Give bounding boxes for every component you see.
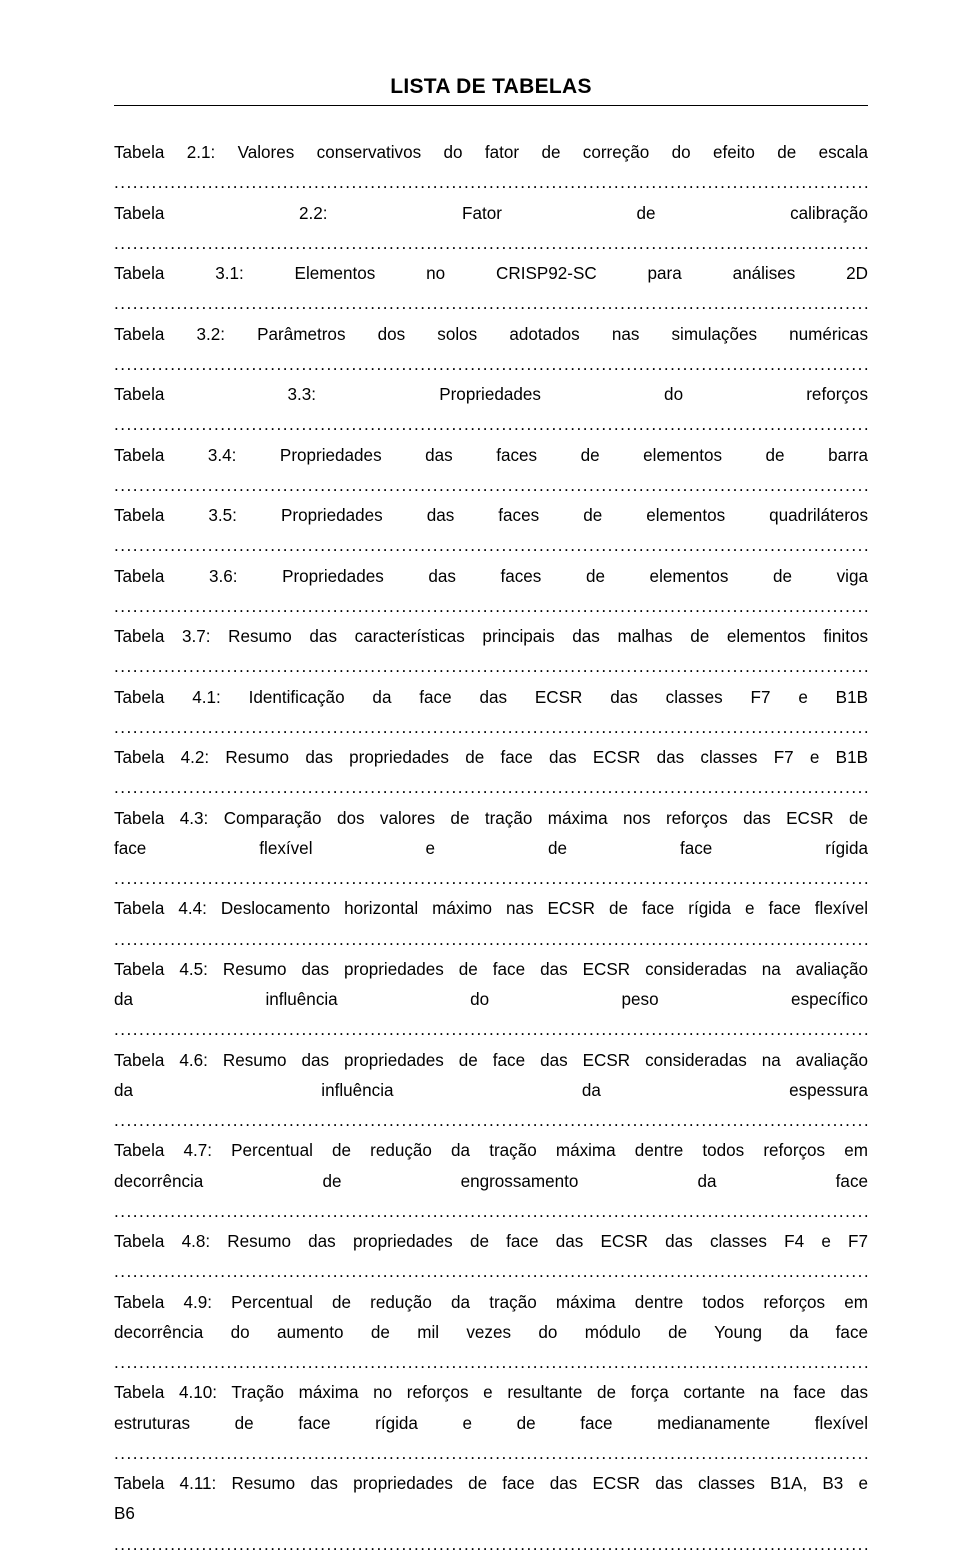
toc-entry: Tabela 2.2: Fator de calibração ........… (114, 199, 868, 260)
toc-dot-leader: ........................................… (114, 1535, 868, 1554)
toc-entry-label: Tabela 3.3: Propriedades do reforços (114, 385, 868, 404)
toc-entry-label: Tabela 4.2: Resumo das propriedades de f… (114, 748, 868, 767)
toc-entry-label: face flexível e de face rígida (114, 839, 868, 858)
toc-entry-label: Tabela 3.5: Propriedades das faces de el… (114, 506, 868, 525)
toc-entry: Tabela 4.1: Identificação da face das EC… (114, 683, 868, 744)
toc-entry: Tabela 3.3: Propriedades do reforços ...… (114, 380, 868, 441)
toc-entry: Tabela 4.11: Resumo das propriedades de … (114, 1469, 868, 1560)
toc-entry: Tabela 4.9: Percentual de redução da tra… (114, 1288, 868, 1379)
toc-entry: Tabela 4.4: Deslocamento horizontal máxi… (114, 894, 868, 955)
toc-entry: Tabela 4.8: Resumo das propriedades de f… (114, 1227, 868, 1288)
toc-entry: Tabela 3.5: Propriedades das faces de el… (114, 501, 868, 562)
toc-entry-label: Tabela 4.10: Tração máxima no reforços e… (114, 1378, 868, 1408)
toc-entry-label: estruturas de face rígida e de face medi… (114, 1414, 868, 1433)
toc-entry-label: Tabela 2.2: Fator de calibração (114, 204, 868, 223)
toc-entry-label: Tabela 4.8: Resumo das propriedades de f… (114, 1232, 868, 1251)
toc-entry-label: decorrência de engrossamento da face (114, 1172, 868, 1191)
toc-entry-label: Tabela 4.5: Resumo das propriedades de f… (114, 955, 868, 985)
page: LISTA DE TABELAS Tabela 2.1: Valores con… (0, 0, 960, 1358)
toc-dot-leader: ........................................… (114, 234, 868, 253)
toc-dot-leader: ........................................… (114, 1111, 868, 1130)
toc-entry-label: Tabela 2.1: Valores conservativos do fat… (114, 143, 868, 162)
toc-entry-label: B6 (114, 1504, 135, 1523)
toc-entry: Tabela 4.10: Tração máxima no reforços e… (114, 1378, 868, 1469)
toc-dot-leader: ........................................… (114, 173, 868, 192)
toc-entry: Tabela 3.7: Resumo das características p… (114, 622, 868, 683)
toc-entry-label: Tabela 3.1: Elementos no CRISP92-SC para… (114, 264, 868, 283)
toc-entry: Tabela 4.2: Resumo das propriedades de f… (114, 743, 868, 804)
toc-entry-label: da influência do peso específico (114, 990, 868, 1009)
toc-entry: Tabela 3.1: Elementos no CRISP92-SC para… (114, 259, 868, 320)
toc-dot-leader: ........................................… (114, 718, 868, 737)
toc-entry: Tabela 4.7: Percentual de redução da tra… (114, 1136, 868, 1227)
toc-dot-leader: ........................................… (114, 869, 868, 888)
toc-entry-label: Tabela 3.2: Parâmetros dos solos adotado… (114, 325, 868, 344)
toc-dot-leader: ........................................… (114, 1353, 868, 1372)
toc-entry: Tabela 4.6: Resumo das propriedades de f… (114, 1046, 868, 1137)
toc-entry-label: Tabela 4.1: Identificação da face das EC… (114, 688, 868, 707)
toc-entry: Tabela 2.1: Valores conservativos do fat… (114, 138, 868, 199)
toc-entry-label: Tabela 4.3: Comparação dos valores de tr… (114, 804, 868, 834)
toc-dot-leader: ........................................… (114, 778, 868, 797)
toc-dot-leader: ........................................… (114, 294, 868, 313)
toc-entry-label: decorrência do aumento de mil vezes do m… (114, 1323, 868, 1342)
toc-dot-leader: ........................................… (114, 476, 868, 495)
toc-dot-leader: ........................................… (114, 657, 868, 676)
toc-entry-label: Tabela 4.9: Percentual de redução da tra… (114, 1288, 868, 1318)
toc-entry-label: Tabela 4.6: Resumo das propriedades de f… (114, 1046, 868, 1076)
toc-dot-leader: ........................................… (114, 1262, 868, 1281)
toc-dot-leader: ........................................… (114, 1444, 868, 1463)
toc-entry: Tabela 4.3: Comparação dos valores de tr… (114, 804, 868, 895)
toc-dot-leader: ........................................… (114, 930, 868, 949)
toc-entry: Tabela 3.6: Propriedades das faces de el… (114, 562, 868, 623)
page-title: LISTA DE TABELAS (114, 75, 868, 99)
toc-dot-leader: ........................................… (114, 597, 868, 616)
toc-dot-leader: ........................................… (114, 1202, 868, 1221)
toc-entry-label: Tabela 3.7: Resumo das características p… (114, 622, 868, 652)
toc-dot-leader: ........................................… (114, 536, 868, 555)
toc-entry-label: Tabela 3.4: Propriedades das faces de el… (114, 446, 868, 465)
title-rule (114, 105, 868, 106)
toc-entry-label: Tabela 3.6: Propriedades das faces de el… (114, 567, 868, 586)
toc-dot-leader: ........................................… (114, 355, 868, 374)
toc-dot-leader: ........................................… (114, 415, 868, 434)
toc-entry: Tabela 3.4: Propriedades das faces de el… (114, 441, 868, 502)
toc-entry-label: Tabela 4.7: Percentual de redução da tra… (114, 1136, 868, 1166)
toc-entry-label: da influência da espessura (114, 1081, 868, 1100)
toc-dot-leader: ........................................… (114, 1020, 868, 1039)
toc-entry: Tabela 4.5: Resumo das propriedades de f… (114, 955, 868, 1046)
toc-entry-label: Tabela 4.11: Resumo das propriedades de … (114, 1469, 868, 1499)
toc-entries: Tabela 2.1: Valores conservativos do fat… (114, 138, 868, 1560)
toc-entry-label: Tabela 4.4: Deslocamento horizontal máxi… (114, 894, 868, 924)
toc-entry: Tabela 3.2: Parâmetros dos solos adotado… (114, 320, 868, 381)
